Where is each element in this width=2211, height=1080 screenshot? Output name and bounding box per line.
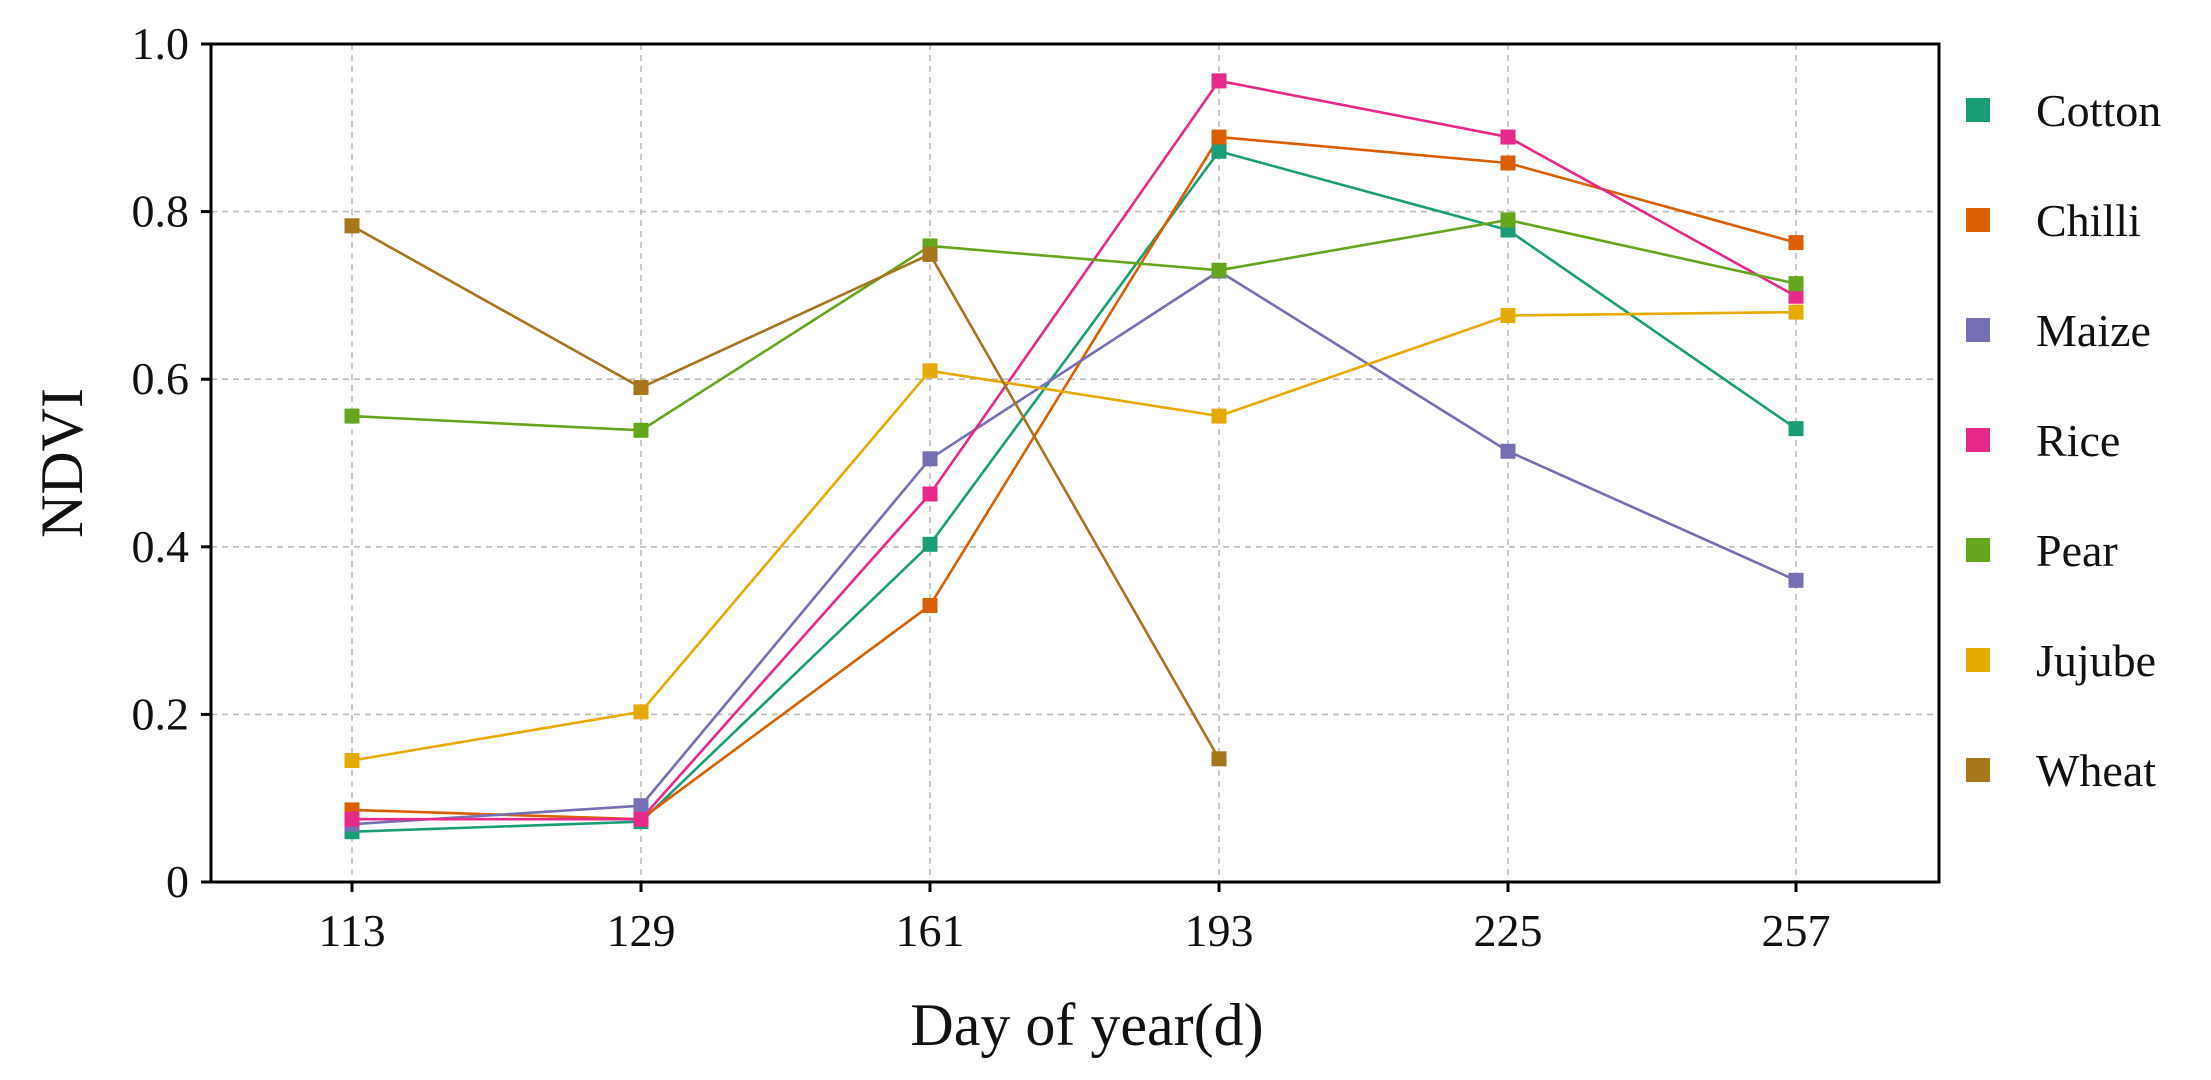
data-point-pear — [1500, 212, 1516, 228]
data-point-jujube — [344, 752, 360, 768]
x-tick-label: 257 — [1762, 905, 1831, 956]
data-point-rice — [344, 811, 360, 827]
data-point-chilli — [922, 597, 938, 613]
plot-frame — [209, 42, 1941, 884]
series-line-pear — [351, 218, 1797, 432]
data-point-jujube — [1788, 304, 1804, 320]
data-point-maize — [922, 451, 938, 467]
series-line-rice — [352, 79, 1797, 821]
legend-label: Jujube — [2036, 635, 2156, 686]
legend-swatch — [1966, 318, 1990, 342]
series-line-cotton — [351, 149, 1797, 834]
x-tick-label: 129 — [607, 905, 676, 956]
data-point-chilli — [1211, 129, 1227, 145]
data-point-wheat — [922, 246, 938, 262]
data-point-jujube — [922, 363, 938, 379]
legend-label: Chilli — [2036, 195, 2141, 246]
x-tick-label: 161 — [896, 905, 965, 956]
series-lines — [351, 79, 1797, 834]
legend-item-jujube: Jujube — [1966, 635, 2156, 686]
x-tick-label: 113 — [318, 905, 385, 956]
data-point-chilli — [1788, 235, 1804, 251]
legend-item-cotton: Cotton — [1966, 85, 2161, 136]
legend-item-maize: Maize — [1966, 305, 2151, 356]
data-point-wheat — [633, 380, 649, 396]
legend-label: Maize — [2036, 305, 2151, 356]
data-point-pear — [633, 422, 649, 438]
data-point-rice — [1500, 129, 1516, 145]
legend-item-rice: Rice — [1966, 415, 2120, 466]
legend: Cotton Chilli Maize Rice Pear Jujube Wheat — [1966, 85, 2161, 796]
legend-swatch — [1966, 208, 1990, 232]
legend-swatch — [1966, 758, 1990, 782]
y-tick-label: 0.4 — [132, 521, 190, 572]
y-tick-label: 0.8 — [132, 186, 190, 237]
legend-item-wheat: Wheat — [1966, 745, 2156, 796]
data-point-cotton — [922, 536, 938, 552]
data-point-wheat — [344, 218, 360, 234]
x-axis-ticks: 113 129 161 193 225 257 — [318, 882, 1831, 956]
legend-swatch — [1966, 428, 1990, 452]
x-tick-label: 225 — [1474, 905, 1543, 956]
data-point-wheat — [1211, 751, 1227, 767]
legend-swatch — [1966, 98, 1990, 122]
legend-swatch — [1966, 648, 1990, 672]
y-tick-label: 0.6 — [132, 353, 190, 404]
legend-item-pear: Pear — [1966, 525, 2118, 576]
y-axis-title: NDVI — [29, 388, 95, 538]
series-line-maize — [351, 269, 1797, 826]
y-tick-label: 1.0 — [132, 18, 190, 69]
data-point-jujube — [1211, 408, 1227, 424]
x-tick-label: 193 — [1185, 905, 1254, 956]
data-point-pear — [1211, 262, 1227, 278]
legend-label: Pear — [2036, 525, 2118, 576]
y-axis-ticks: 0 0.2 0.4 0.6 0.8 1.0 — [132, 18, 211, 907]
series-markers — [344, 73, 1804, 840]
y-tick-label: 0.2 — [132, 688, 190, 739]
data-point-maize — [1788, 572, 1804, 588]
data-point-maize — [633, 798, 649, 814]
data-point-cotton — [1788, 421, 1804, 437]
data-point-chilli — [1500, 155, 1516, 171]
legend-item-chilli: Chilli — [1966, 195, 2141, 246]
legend-label: Rice — [2036, 415, 2120, 466]
data-point-jujube — [633, 704, 649, 720]
series-line-chilli — [351, 135, 1797, 821]
data-point-maize — [1500, 443, 1516, 459]
data-point-rice — [1788, 288, 1804, 304]
data-point-rice — [922, 486, 938, 502]
x-axis-title: Day of year(d) — [910, 992, 1263, 1058]
legend-swatch — [1966, 538, 1990, 562]
series-line-jujube — [351, 310, 1797, 762]
data-point-pear — [344, 408, 360, 424]
data-point-cotton — [1211, 143, 1227, 159]
legend-label: Wheat — [2036, 745, 2156, 796]
y-tick-label: 0 — [166, 856, 189, 907]
data-point-pear — [1788, 276, 1804, 292]
data-point-rice — [633, 811, 649, 827]
grid — [211, 44, 1939, 882]
data-point-rice — [1211, 73, 1227, 89]
series-line-wheat — [351, 224, 1221, 760]
legend-label: Cotton — [2036, 85, 2161, 136]
data-point-jujube — [1500, 308, 1516, 324]
